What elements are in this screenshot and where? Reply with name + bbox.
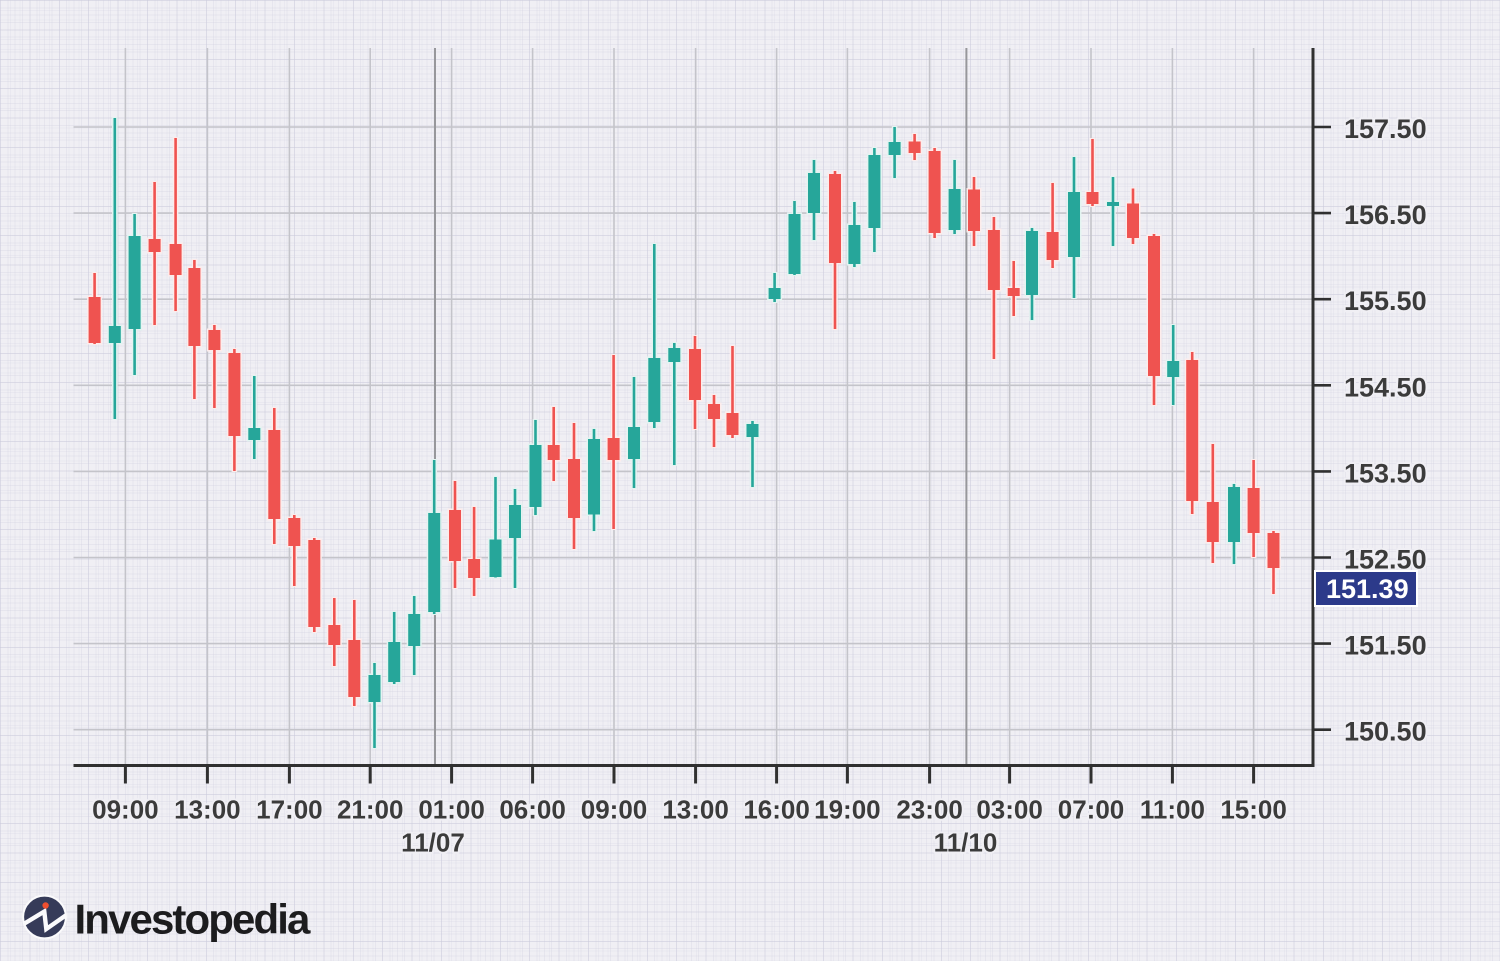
svg-text:156.50: 156.50 (1344, 200, 1427, 230)
svg-text:19:00: 19:00 (814, 795, 881, 825)
svg-text:157.50: 157.50 (1344, 114, 1427, 144)
svg-text:09:00: 09:00 (92, 795, 159, 825)
svg-text:23:00: 23:00 (896, 795, 963, 825)
svg-text:03:00: 03:00 (976, 795, 1043, 825)
svg-text:151.50: 151.50 (1344, 631, 1427, 661)
svg-text:21:00: 21:00 (337, 795, 404, 825)
svg-text:11/10: 11/10 (934, 828, 998, 858)
svg-text:09:00: 09:00 (581, 795, 648, 825)
svg-text:11/07: 11/07 (401, 828, 465, 858)
svg-text:06:00: 06:00 (499, 795, 566, 825)
svg-text:07:00: 07:00 (1058, 795, 1125, 825)
svg-text:150.50: 150.50 (1344, 717, 1427, 747)
svg-text:11:00: 11:00 (1140, 795, 1205, 825)
svg-text:155.50: 155.50 (1344, 286, 1427, 316)
svg-text:15:00: 15:00 (1220, 795, 1287, 825)
svg-text:13:00: 13:00 (662, 795, 729, 825)
svg-text:01:00: 01:00 (418, 795, 485, 825)
svg-text:151.39: 151.39 (1326, 574, 1409, 604)
svg-text:13:00: 13:00 (174, 795, 241, 825)
svg-text:16:00: 16:00 (743, 795, 810, 825)
svg-text:153.50: 153.50 (1344, 458, 1427, 488)
svg-text:Investopedia: Investopedia (75, 896, 311, 943)
svg-text:154.50: 154.50 (1344, 372, 1427, 402)
svg-text:17:00: 17:00 (256, 795, 323, 825)
